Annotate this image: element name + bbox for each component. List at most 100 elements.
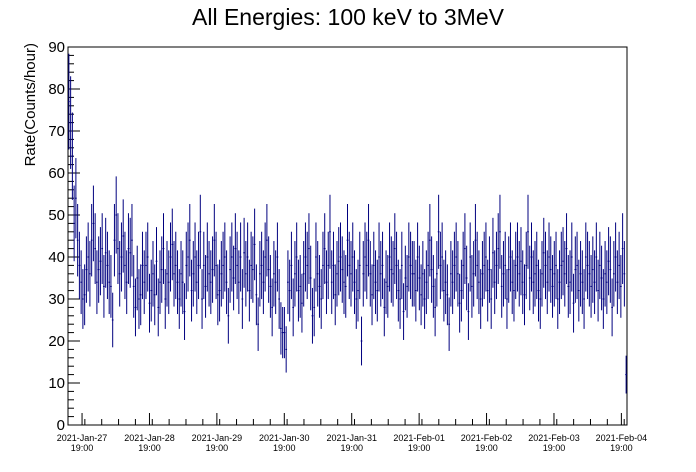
- data-point: [241, 269, 244, 329]
- data-point: [117, 213, 119, 284]
- chart-title: All Energies: 100 keV to 3MeV: [192, 4, 504, 30]
- data-point: [604, 241, 606, 307]
- data-point: [118, 241, 121, 307]
- data-point: [535, 231, 538, 300]
- data-point: [138, 269, 140, 329]
- data-point: [301, 273, 303, 333]
- data-point: [427, 231, 429, 300]
- data-point: [89, 241, 91, 307]
- data-point: [602, 269, 605, 329]
- data-point: [591, 236, 594, 303]
- data-point: [306, 231, 309, 300]
- data-point: [458, 273, 461, 333]
- data-point: [583, 269, 585, 329]
- data-point: [218, 259, 221, 322]
- plot-frame: [67, 46, 628, 426]
- data-point: [432, 255, 435, 318]
- y-tick-label: 40: [48, 249, 65, 266]
- data-point: [406, 255, 408, 318]
- data-point: [157, 278, 160, 337]
- x-tick-date-label: 2021-Jan-31: [326, 433, 377, 443]
- data-point: [367, 203, 370, 277]
- data-point: [446, 264, 449, 326]
- data-point: [511, 250, 514, 315]
- data-point: [213, 203, 216, 277]
- data-point: [229, 236, 231, 303]
- data-point: [590, 255, 592, 318]
- data-point: [614, 222, 617, 292]
- data-point: [577, 259, 580, 322]
- x-tick-time-label: 19:00: [543, 443, 566, 453]
- data-point: [260, 231, 263, 300]
- data-point: [251, 236, 254, 303]
- data-point: [376, 259, 379, 322]
- data-point: [169, 222, 172, 292]
- data-point: [239, 222, 242, 292]
- data-point: [527, 194, 529, 269]
- data-point: [514, 231, 517, 300]
- data-point: [358, 231, 361, 300]
- data-point: [502, 241, 505, 307]
- data-point: [174, 231, 177, 300]
- data-point: [94, 213, 97, 284]
- data-point: [202, 231, 205, 300]
- data-point: [194, 222, 196, 292]
- x-tick-time-label: 19:00: [610, 443, 633, 453]
- data-point: [131, 203, 133, 277]
- data-point: [476, 231, 479, 300]
- data-point: [553, 241, 556, 307]
- data-point: [486, 259, 489, 322]
- data-point: [625, 355, 627, 394]
- data-point: [208, 241, 210, 307]
- data-point: [232, 245, 235, 311]
- data-point: [108, 250, 111, 315]
- data-point: [311, 287, 314, 344]
- data-point: [576, 231, 578, 300]
- data-point: [343, 250, 345, 315]
- data-point: [411, 241, 414, 307]
- data-point: [250, 231, 252, 300]
- data-point: [101, 213, 104, 284]
- data-point: [581, 250, 584, 315]
- data-point: [237, 250, 240, 315]
- data-point: [444, 250, 447, 315]
- data-point: [457, 241, 459, 307]
- data-point: [139, 264, 142, 326]
- data-point: [462, 231, 465, 300]
- data-point: [176, 250, 179, 315]
- data-point: [227, 287, 230, 344]
- data-point: [204, 255, 207, 318]
- data-point: [588, 241, 591, 307]
- data-point: [337, 227, 340, 296]
- y-tick-label: 90: [48, 39, 65, 56]
- data-point: [341, 236, 344, 303]
- data-point: [469, 222, 472, 292]
- data-point: [115, 176, 118, 254]
- data-point: [544, 231, 547, 300]
- data-point: [418, 245, 421, 311]
- data-point: [362, 241, 365, 307]
- data-point: [493, 250, 496, 315]
- data-point: [113, 203, 116, 277]
- data-series: [68, 53, 627, 394]
- data-point: [609, 236, 612, 303]
- data-point: [206, 222, 209, 292]
- data-point: [471, 255, 473, 318]
- data-point: [148, 273, 151, 333]
- data-point: [173, 241, 175, 307]
- y-tick-label: 30: [48, 291, 65, 308]
- data-point: [269, 255, 272, 318]
- data-point: [271, 278, 274, 337]
- data-point: [285, 326, 288, 373]
- data-point: [551, 255, 554, 318]
- data-point: [570, 222, 573, 292]
- data-point: [455, 222, 458, 292]
- data-point: [199, 194, 202, 269]
- data-point: [215, 231, 217, 300]
- data-point: [76, 203, 79, 277]
- data-point: [353, 250, 356, 315]
- x-tick-date-label: 2021-Jan-30: [259, 433, 310, 443]
- data-point: [499, 194, 501, 269]
- data-point: [549, 236, 552, 303]
- data-point: [69, 76, 72, 169]
